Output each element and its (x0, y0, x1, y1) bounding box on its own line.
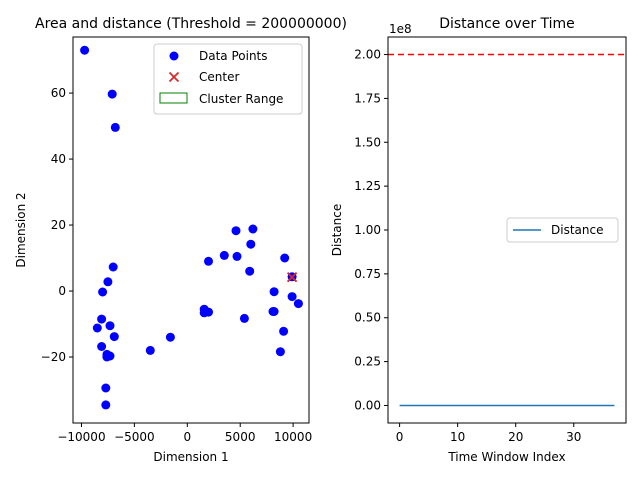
x-tick-label: 20 (508, 430, 523, 444)
data-point (145, 345, 155, 355)
y-tick-label: 20 (51, 218, 66, 232)
data-point (97, 314, 107, 324)
data-point (204, 256, 213, 266)
scatter-x-axis-title: Dimension 1 (153, 450, 228, 464)
data-point (101, 383, 111, 393)
data-point (246, 239, 256, 249)
data-point (80, 45, 90, 55)
y-tick-label: 1.75 (354, 91, 381, 105)
data-point (280, 253, 290, 263)
distance-x-axis-title: Time Window Index (447, 450, 565, 464)
data-point (287, 292, 297, 302)
scatter-y-axis-title: Dimension 2 (14, 192, 28, 267)
data-point (279, 326, 289, 336)
legend-center-label: Center (199, 70, 239, 84)
distance-offset-text: 1e8 (389, 22, 412, 36)
y-tick-label: 60 (51, 86, 66, 100)
data-point (293, 299, 303, 309)
legend-center-marker (168, 71, 180, 83)
scatter-legend: Data Points Center Cluster Range (153, 43, 303, 115)
data-point (102, 352, 112, 362)
scatter-y-ticks: −20 0 20 40 60 (41, 86, 73, 364)
y-tick-label: 1.25 (354, 179, 381, 193)
scatter-x-ticks: −10000 −5000 0 5000 10000 (57, 423, 312, 444)
data-point (239, 313, 249, 323)
x-tick-label: −10000 (57, 430, 105, 444)
data-point (98, 287, 108, 297)
scatter-legend-frame (153, 43, 303, 115)
distance-legend: Distance (506, 217, 619, 243)
data-point (92, 323, 102, 333)
legend-distance-label: Distance (551, 223, 603, 237)
y-tick-label: 0.75 (354, 267, 381, 281)
scatter-title: Area and distance (Threshold = 200000000… (35, 16, 347, 32)
legend-cluster-range-label: Cluster Range (199, 92, 283, 106)
y-tick-label: 1.00 (354, 223, 381, 237)
x-tick-label: 0 (183, 430, 191, 444)
data-point (105, 321, 115, 331)
data-point (231, 226, 241, 236)
x-tick-label: 10 (450, 430, 465, 444)
distance-y-axis-title: Distance (330, 204, 344, 256)
data-point (107, 89, 117, 99)
distance-x-ticks: 0 10 20 30 (396, 423, 581, 444)
distance-marks (388, 53, 626, 407)
x-tick-label: 10000 (274, 430, 312, 444)
data-point (232, 251, 242, 261)
data-point (110, 122, 120, 132)
y-tick-label: 0.50 (354, 311, 381, 325)
legend-cluster-range-marker (159, 92, 188, 104)
scatter-marks (80, 45, 303, 410)
data-point (109, 332, 119, 342)
x-tick-label: −5000 (114, 430, 155, 444)
x-tick-label: 0 (396, 430, 404, 444)
x-tick-label: 30 (566, 430, 581, 444)
x-tick-label: 5000 (225, 430, 256, 444)
y-tick-label: 0.00 (354, 398, 381, 412)
scatter-plot: Area and distance (Threshold = 200000000… (14, 16, 347, 464)
y-tick-label: 40 (51, 152, 66, 166)
data-point (101, 400, 111, 410)
data-point (219, 250, 229, 260)
distance-plot: Distance over Time 1e8 0 10 20 30 0.000.250… (330, 16, 627, 464)
center-marker (286, 272, 298, 283)
data-point (269, 307, 279, 316)
y-tick-label: 2.00 (354, 48, 381, 62)
data-point (97, 342, 107, 351)
data-point (108, 262, 118, 272)
y-tick-label: 1.50 (354, 135, 381, 149)
distance-title: Distance over Time (439, 16, 575, 32)
data-point (248, 224, 258, 234)
distance-y-ticks: 0.00 0.25 0.50 0.75 1.00 1.25 1.50 1.75 2.00 (354, 48, 388, 412)
y-tick-label: −20 (41, 350, 66, 364)
data-point (204, 307, 213, 317)
data-point (275, 347, 285, 357)
scatter-axes-frame (72, 36, 310, 424)
data-point (245, 266, 255, 276)
data-point (269, 287, 279, 297)
legend-data-points-label: Data Points (199, 49, 268, 63)
data-point (103, 277, 113, 287)
legend-data-points-marker (169, 51, 179, 61)
y-tick-label: 0.25 (354, 355, 381, 369)
y-tick-label: 0 (58, 284, 66, 298)
distance-legend-frame (506, 217, 619, 243)
data-point (165, 332, 175, 342)
